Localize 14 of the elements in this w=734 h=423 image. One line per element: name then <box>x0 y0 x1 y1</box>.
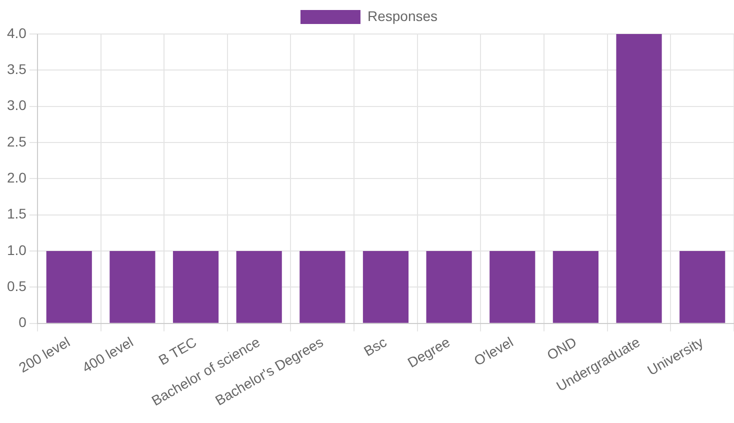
x-tick-label: 400 level <box>79 334 136 376</box>
y-tick-label: 1.5 <box>6 206 27 222</box>
y-tick-label: 4.0 <box>6 24 27 41</box>
y-tick-label: 3.5 <box>6 61 27 78</box>
x-tick-label: Bsc <box>360 334 390 360</box>
x-tick-label: 200 level <box>16 334 73 376</box>
y-tick-label: 0.5 <box>6 278 27 294</box>
legend-label: Responses <box>367 8 438 24</box>
y-tick-label: 2.0 <box>6 170 27 186</box>
y-tick-label: 1.0 <box>6 242 27 258</box>
x-tick-label: B TEC <box>156 334 200 368</box>
y-tick-label: 2.5 <box>6 133 27 150</box>
y-tick-label: 0 <box>18 314 27 330</box>
y-tick-label: 3.0 <box>6 97 27 114</box>
